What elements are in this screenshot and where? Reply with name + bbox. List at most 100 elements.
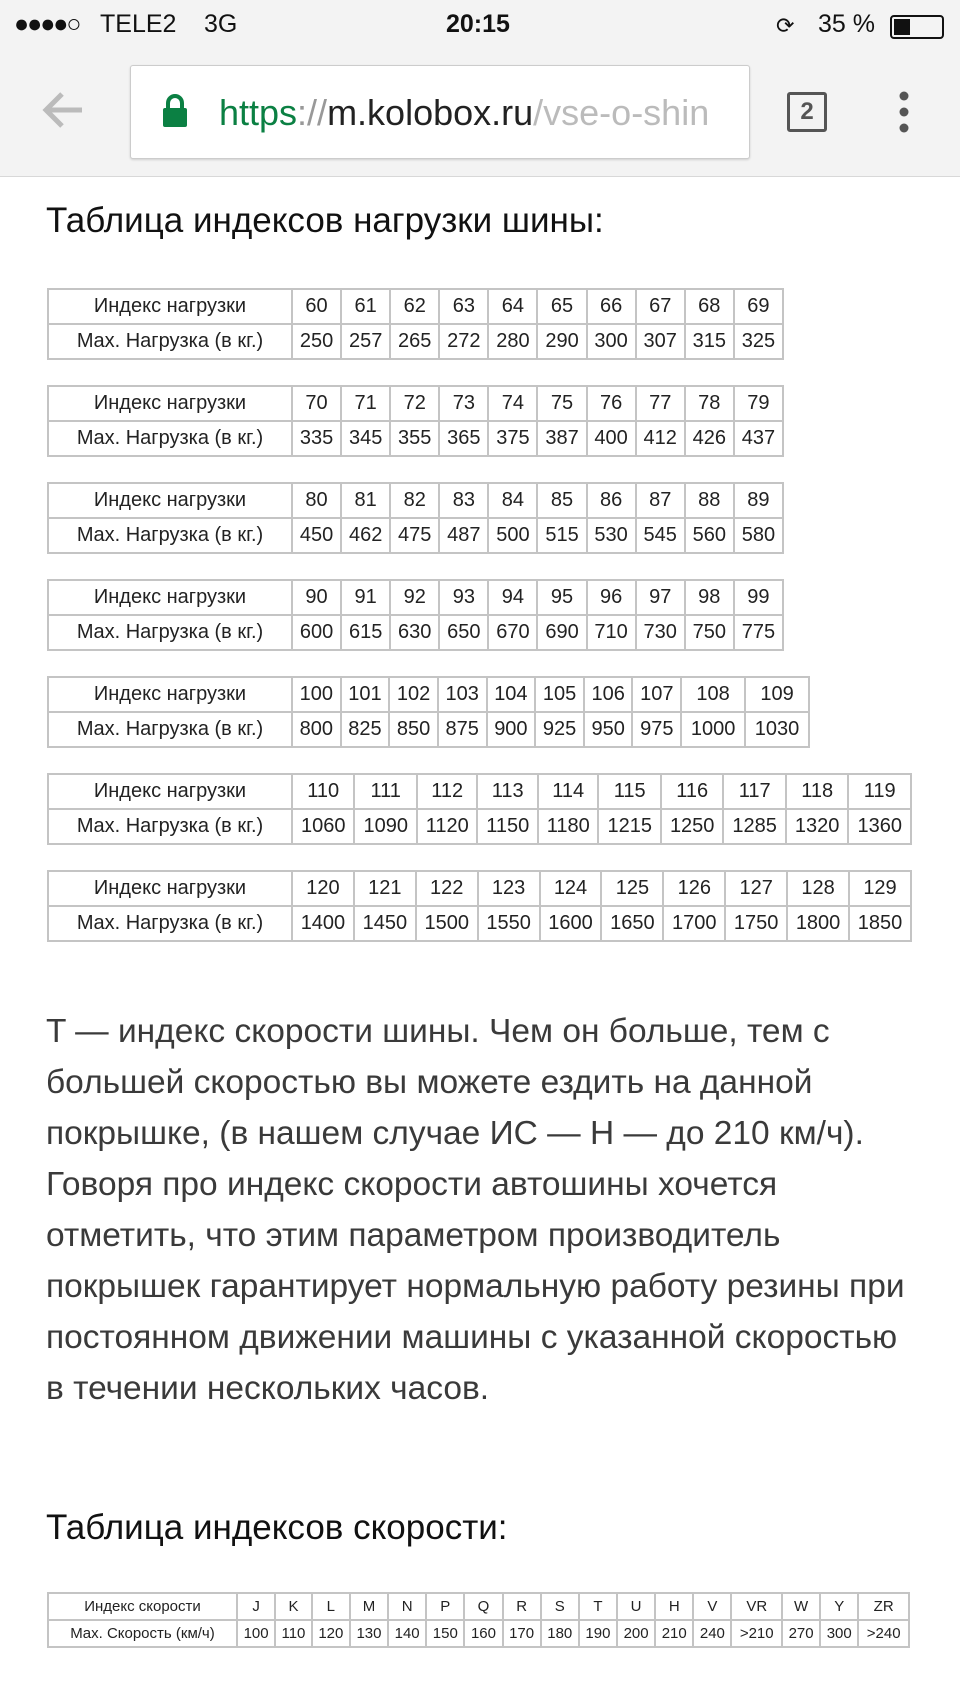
load-cell: 1180	[536, 808, 600, 845]
index-cell: 114	[536, 773, 600, 810]
load-heading: Таблица индексов нагрузки шины:	[46, 201, 604, 240]
index-cell: H	[654, 1592, 695, 1621]
load-cell: 1400	[291, 905, 355, 942]
load-cell: 265	[389, 323, 441, 360]
load-cell: 387	[536, 420, 588, 457]
load-cell: 1650	[600, 905, 665, 942]
load-table: Индекс нагрузки 110 111 112 113 114 115 116 117 1…	[47, 773, 912, 845]
index-cell: W	[780, 1592, 822, 1621]
index-row: Индекс нагрузки 80 81 82 83 84 85 86 87 88 89	[47, 482, 785, 519]
speed-cell: 110	[274, 1619, 313, 1648]
speed-cell: 170	[501, 1619, 542, 1648]
back-button[interactable]	[42, 90, 88, 130]
index-cell: 98	[683, 579, 735, 616]
row-label: Max. Нагрузка (в кг.)	[47, 614, 293, 651]
index-cell: 95	[536, 579, 588, 616]
index-cell: 71	[340, 385, 392, 422]
index-row: Индекс нагрузки 110 111 112 113 114 115 116 117 1…	[47, 773, 912, 810]
row-label: Индекс нагрузки	[47, 773, 293, 810]
load-cell: 257	[340, 323, 392, 360]
speed-cell: 140	[387, 1619, 428, 1648]
load-cell: 615	[340, 614, 392, 651]
row-label: Индекс скорости	[47, 1592, 238, 1621]
load-cell: 630	[389, 614, 441, 651]
load-row: Max. Нагрузка (в кг.) 450 462 475 487 500 515 5…	[47, 517, 785, 554]
browser-chrome: ●●●●○ TELE2 3G 20:15 ⟳ 35 % https://m.ko…	[0, 0, 960, 177]
speed-cell: 200	[615, 1619, 657, 1648]
index-cell: 64	[487, 288, 539, 325]
load-cell: 500	[487, 517, 539, 554]
battery-level: 35 %	[818, 10, 875, 38]
speed-cell: 130	[348, 1619, 390, 1648]
url-path: /vse-o-shin	[533, 92, 710, 133]
load-cell: 365	[438, 420, 490, 457]
lock-rotation: ⟳	[776, 13, 795, 38]
menu-button[interactable]	[898, 90, 910, 134]
load-row: Max. Нагрузка (в кг.) 800 825 850 875 900 925 9…	[47, 711, 810, 748]
index-cell: 74	[487, 385, 539, 422]
index-cell: 128	[786, 870, 851, 907]
load-cell: 272	[438, 323, 490, 360]
load-cell: 730	[634, 614, 686, 651]
index-cell: 77	[634, 385, 686, 422]
index-cell: 120	[291, 870, 355, 907]
address-bar[interactable]: https://m.kolobox.ru/vse-o-shin	[130, 65, 750, 159]
load-cell: 875	[436, 711, 488, 748]
load-cell: 335	[290, 420, 343, 457]
load-cell: 600	[290, 614, 343, 651]
index-cell: 87	[634, 482, 686, 519]
index-cell: R	[501, 1592, 542, 1621]
load-row: Max. Нагрузка (в кг.) 600 615 630 650 670 690 7…	[47, 614, 785, 651]
load-cell: 950	[582, 711, 634, 748]
load-cell: 462	[340, 517, 392, 554]
index-cell: 105	[534, 676, 585, 713]
index-cell: V	[692, 1592, 733, 1621]
speed-table: Индекс скорости J K L M N P Q R S T U H V VR W Y ZR Max. С…	[47, 1592, 910, 1648]
back-arrow	[42, 92, 82, 128]
index-cell: 119	[847, 773, 912, 810]
index-cell: 70	[290, 385, 343, 422]
index-cell: 103	[436, 676, 488, 713]
speed-cell: 300	[819, 1619, 860, 1648]
load-cell: 1850	[848, 905, 912, 942]
speed-cell: >240	[857, 1619, 910, 1648]
index-cell: 66	[585, 288, 637, 325]
index-cell: 60	[290, 288, 343, 325]
load-cell: 710	[585, 614, 637, 651]
index-cell: 85	[536, 482, 588, 519]
row-label: Max. Нагрузка (в кг.)	[47, 323, 293, 360]
index-row: Индекс нагрузки 70 71 72 73 74 75 76 77 78 79	[47, 385, 785, 422]
load-cell: 800	[291, 711, 342, 748]
load-cell: 545	[634, 517, 686, 554]
load-cell: 315	[683, 323, 735, 360]
row-label: Индекс нагрузки	[47, 482, 293, 519]
load-row: Max. Нагрузка (в кг.) 250 257 265 272 280 290 3…	[47, 323, 785, 360]
load-cell: 307	[634, 323, 686, 360]
load-cell: 1360	[847, 808, 912, 845]
load-cell: 1450	[352, 905, 417, 942]
index-cell: N	[387, 1592, 428, 1621]
load-cell: 750	[683, 614, 735, 651]
load-cell: 437	[732, 420, 785, 457]
load-cell: 250	[290, 323, 343, 360]
index-cell: 121	[352, 870, 417, 907]
index-row: Индекс нагрузки 120 121 122 123 124 125 126 127 1…	[47, 870, 912, 907]
row-label: Max. Нагрузка (в кг.)	[47, 905, 293, 942]
load-cell: 325	[732, 323, 785, 360]
load-table: Индекс нагрузки 120 121 122 123 124 125 126 127 1…	[47, 870, 912, 942]
index-cell: 113	[476, 773, 539, 810]
index-row: Индекс нагрузки 100 101 102 103 104 105 106 107 1…	[47, 676, 810, 713]
url-scheme: https	[219, 92, 298, 133]
load-cell: 900	[485, 711, 537, 748]
row-label: Max. Нагрузка (в кг.)	[47, 517, 293, 554]
index-cell: 62	[389, 288, 441, 325]
status-bar: ●●●●○ TELE2 3G 20:15 ⟳ 35 %	[0, 6, 960, 42]
tab-count[interactable]: 2	[787, 92, 827, 132]
index-cell: 101	[339, 676, 391, 713]
speed-cell: 150	[425, 1619, 466, 1648]
index-cell: 112	[415, 773, 479, 810]
index-cell: 80	[290, 482, 343, 519]
paragraph: T — индекс скорости шины. Чем он больше,…	[46, 1013, 905, 1407]
speed-cell: 120	[310, 1619, 351, 1648]
